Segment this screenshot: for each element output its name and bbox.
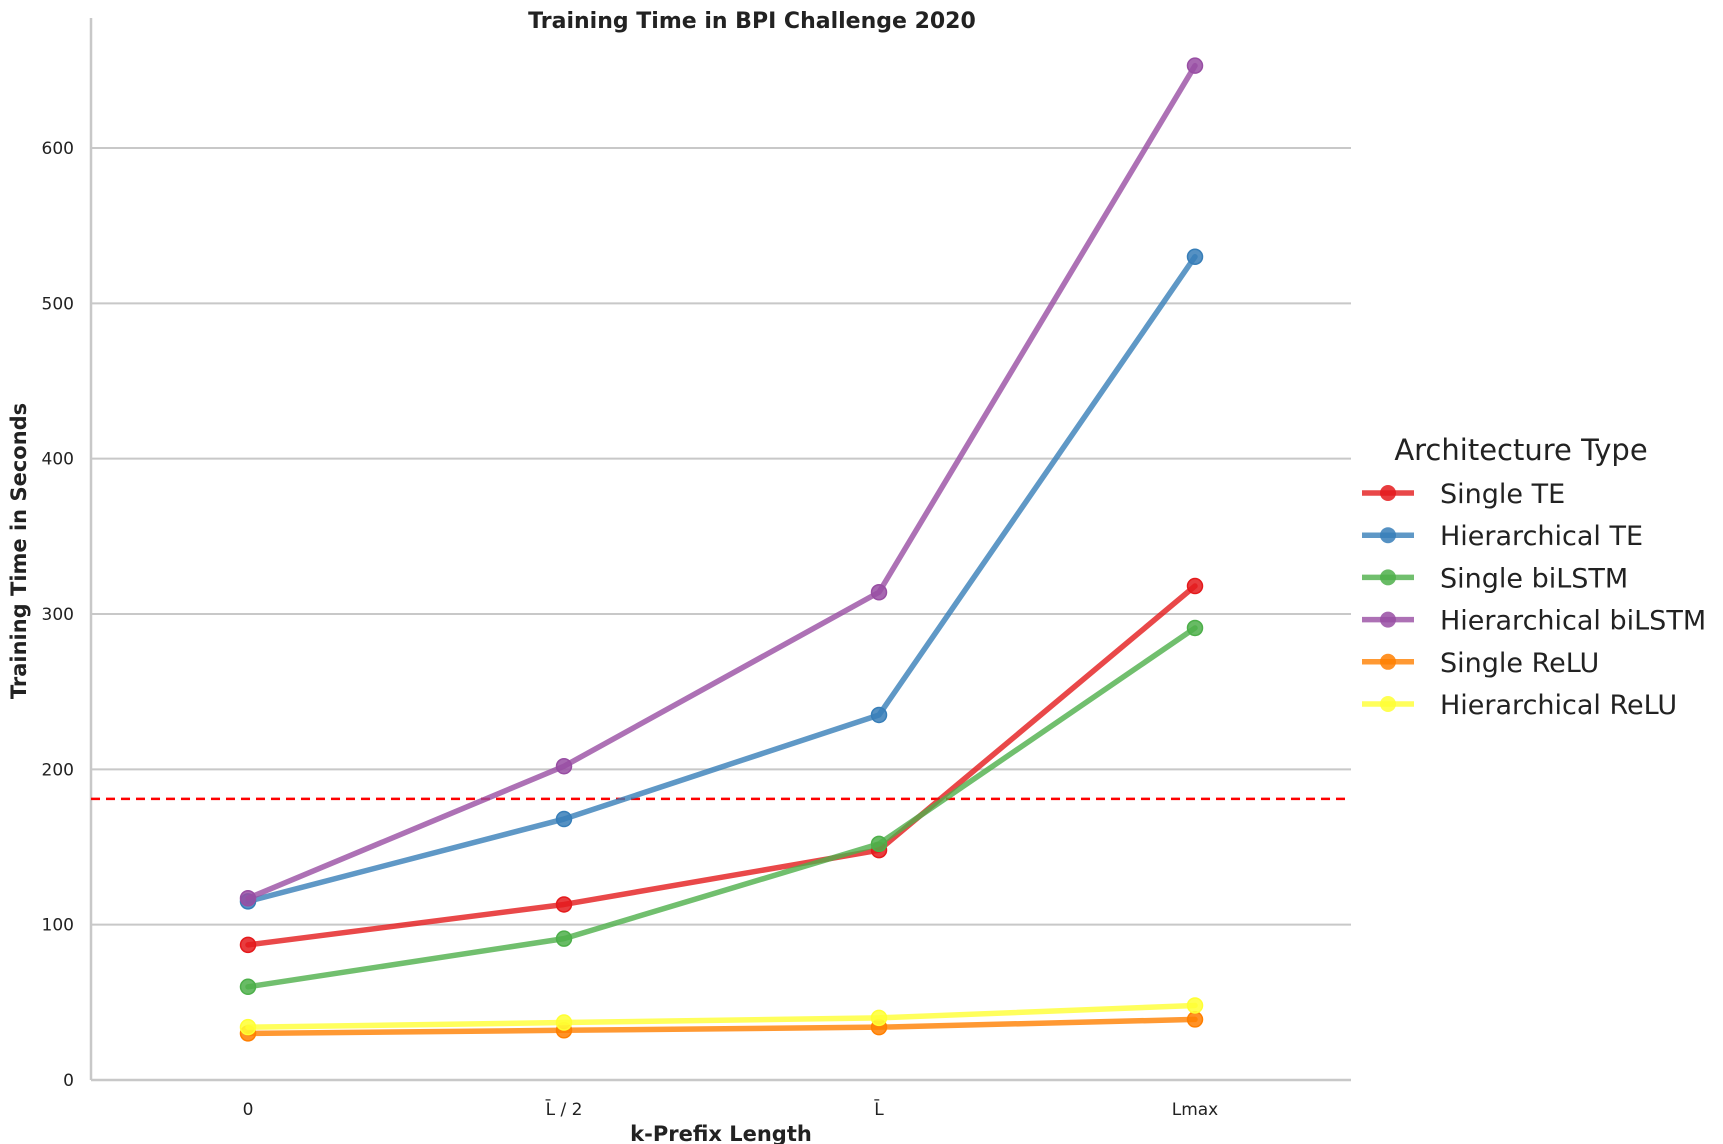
data-point bbox=[239, 1018, 257, 1036]
legend: Architecture Type Single TE Hierarchical … bbox=[1362, 433, 1706, 721]
series-line bbox=[245, 583, 1198, 948]
legend-item: Hierarchical biLSTM bbox=[1362, 606, 1706, 637]
data-point bbox=[1186, 577, 1204, 595]
series-single-bilstm bbox=[239, 619, 1204, 996]
y-tick-label: 300 bbox=[42, 605, 74, 625]
data-point bbox=[239, 978, 257, 996]
series-hierarchical-relu bbox=[239, 997, 1204, 1036]
legend-label: Single biLSTM bbox=[1440, 563, 1628, 594]
legend-label: Hierarchical TE bbox=[1440, 521, 1643, 552]
y-tick-label: 400 bbox=[42, 450, 74, 470]
x-tick-label: 0 bbox=[243, 1100, 254, 1120]
series-group bbox=[239, 57, 1204, 1042]
legend-item: Single ReLU bbox=[1362, 648, 1599, 679]
axes bbox=[89, 18, 1351, 1082]
legend-item: Single TE bbox=[1362, 479, 1565, 510]
legend-label: Single ReLU bbox=[1440, 648, 1599, 679]
y-tick-label: 200 bbox=[42, 760, 74, 780]
series-line bbox=[245, 1016, 1198, 1037]
data-point bbox=[239, 890, 257, 907]
legend-label: Hierarchical biLSTM bbox=[1440, 606, 1706, 637]
x-tick-label: L̄ bbox=[874, 1098, 884, 1120]
legend-swatch-marker bbox=[1380, 569, 1396, 586]
data-point bbox=[870, 835, 888, 853]
legend-item: Hierarchical ReLU bbox=[1362, 690, 1677, 721]
legend-swatch-marker bbox=[1380, 611, 1396, 628]
legend-swatch-marker bbox=[1380, 485, 1396, 501]
data-point bbox=[1186, 997, 1204, 1014]
y-axis-label: Training Time in Seconds bbox=[7, 403, 31, 699]
legend-label: Single TE bbox=[1440, 479, 1565, 510]
data-point bbox=[555, 757, 573, 775]
data-point bbox=[1186, 619, 1204, 637]
legend-title: Architecture Type bbox=[1394, 433, 1647, 467]
data-point bbox=[555, 810, 573, 828]
data-point bbox=[1186, 248, 1204, 265]
x-axis-label: k-Prefix Length bbox=[630, 1122, 812, 1144]
data-point bbox=[1186, 1011, 1204, 1028]
y-tick-label: 100 bbox=[42, 916, 74, 936]
legend-item: Single biLSTM bbox=[1362, 563, 1628, 594]
x-tick-label: Lmax bbox=[1172, 1100, 1219, 1120]
data-point bbox=[239, 936, 257, 954]
y-tick-labels: 0 100 200 300 400 500 600 bbox=[42, 139, 74, 1091]
data-point bbox=[870, 1009, 888, 1027]
data-point bbox=[555, 896, 573, 913]
y-tick-label: 500 bbox=[42, 294, 74, 314]
chart-title: Training Time in BPI Challenge 2020 bbox=[528, 9, 976, 34]
x-tick-label: L̄ / 2 bbox=[545, 1098, 582, 1120]
series-hierarchical-bilstm bbox=[239, 57, 1204, 907]
legend-swatch-marker bbox=[1380, 527, 1396, 544]
grid bbox=[91, 147, 1351, 926]
legend-swatch-marker bbox=[1380, 653, 1396, 670]
series-line bbox=[245, 625, 1198, 990]
data-point bbox=[870, 706, 888, 724]
series-line bbox=[245, 1002, 1198, 1030]
legend-label: Hierarchical ReLU bbox=[1440, 690, 1677, 721]
data-point bbox=[1186, 57, 1204, 74]
series-line bbox=[245, 62, 1198, 902]
y-tick-label: 0 bbox=[63, 1071, 74, 1091]
data-point bbox=[555, 1014, 573, 1031]
legend-item: Hierarchical TE bbox=[1362, 521, 1643, 552]
series-hierarchical-te bbox=[239, 248, 1204, 910]
data-point bbox=[555, 930, 573, 947]
legend-items: Single TE Hierarchical TE Single biLSTM Hie… bbox=[1362, 479, 1706, 721]
y-tick-label: 600 bbox=[42, 139, 74, 159]
series-line bbox=[245, 253, 1198, 905]
series-single-te bbox=[239, 577, 1204, 954]
x-tick-labels: 0 L̄ / 2 L̄ Lmax bbox=[243, 1098, 1219, 1120]
legend-swatch-marker bbox=[1380, 696, 1396, 712]
data-point bbox=[870, 584, 888, 601]
